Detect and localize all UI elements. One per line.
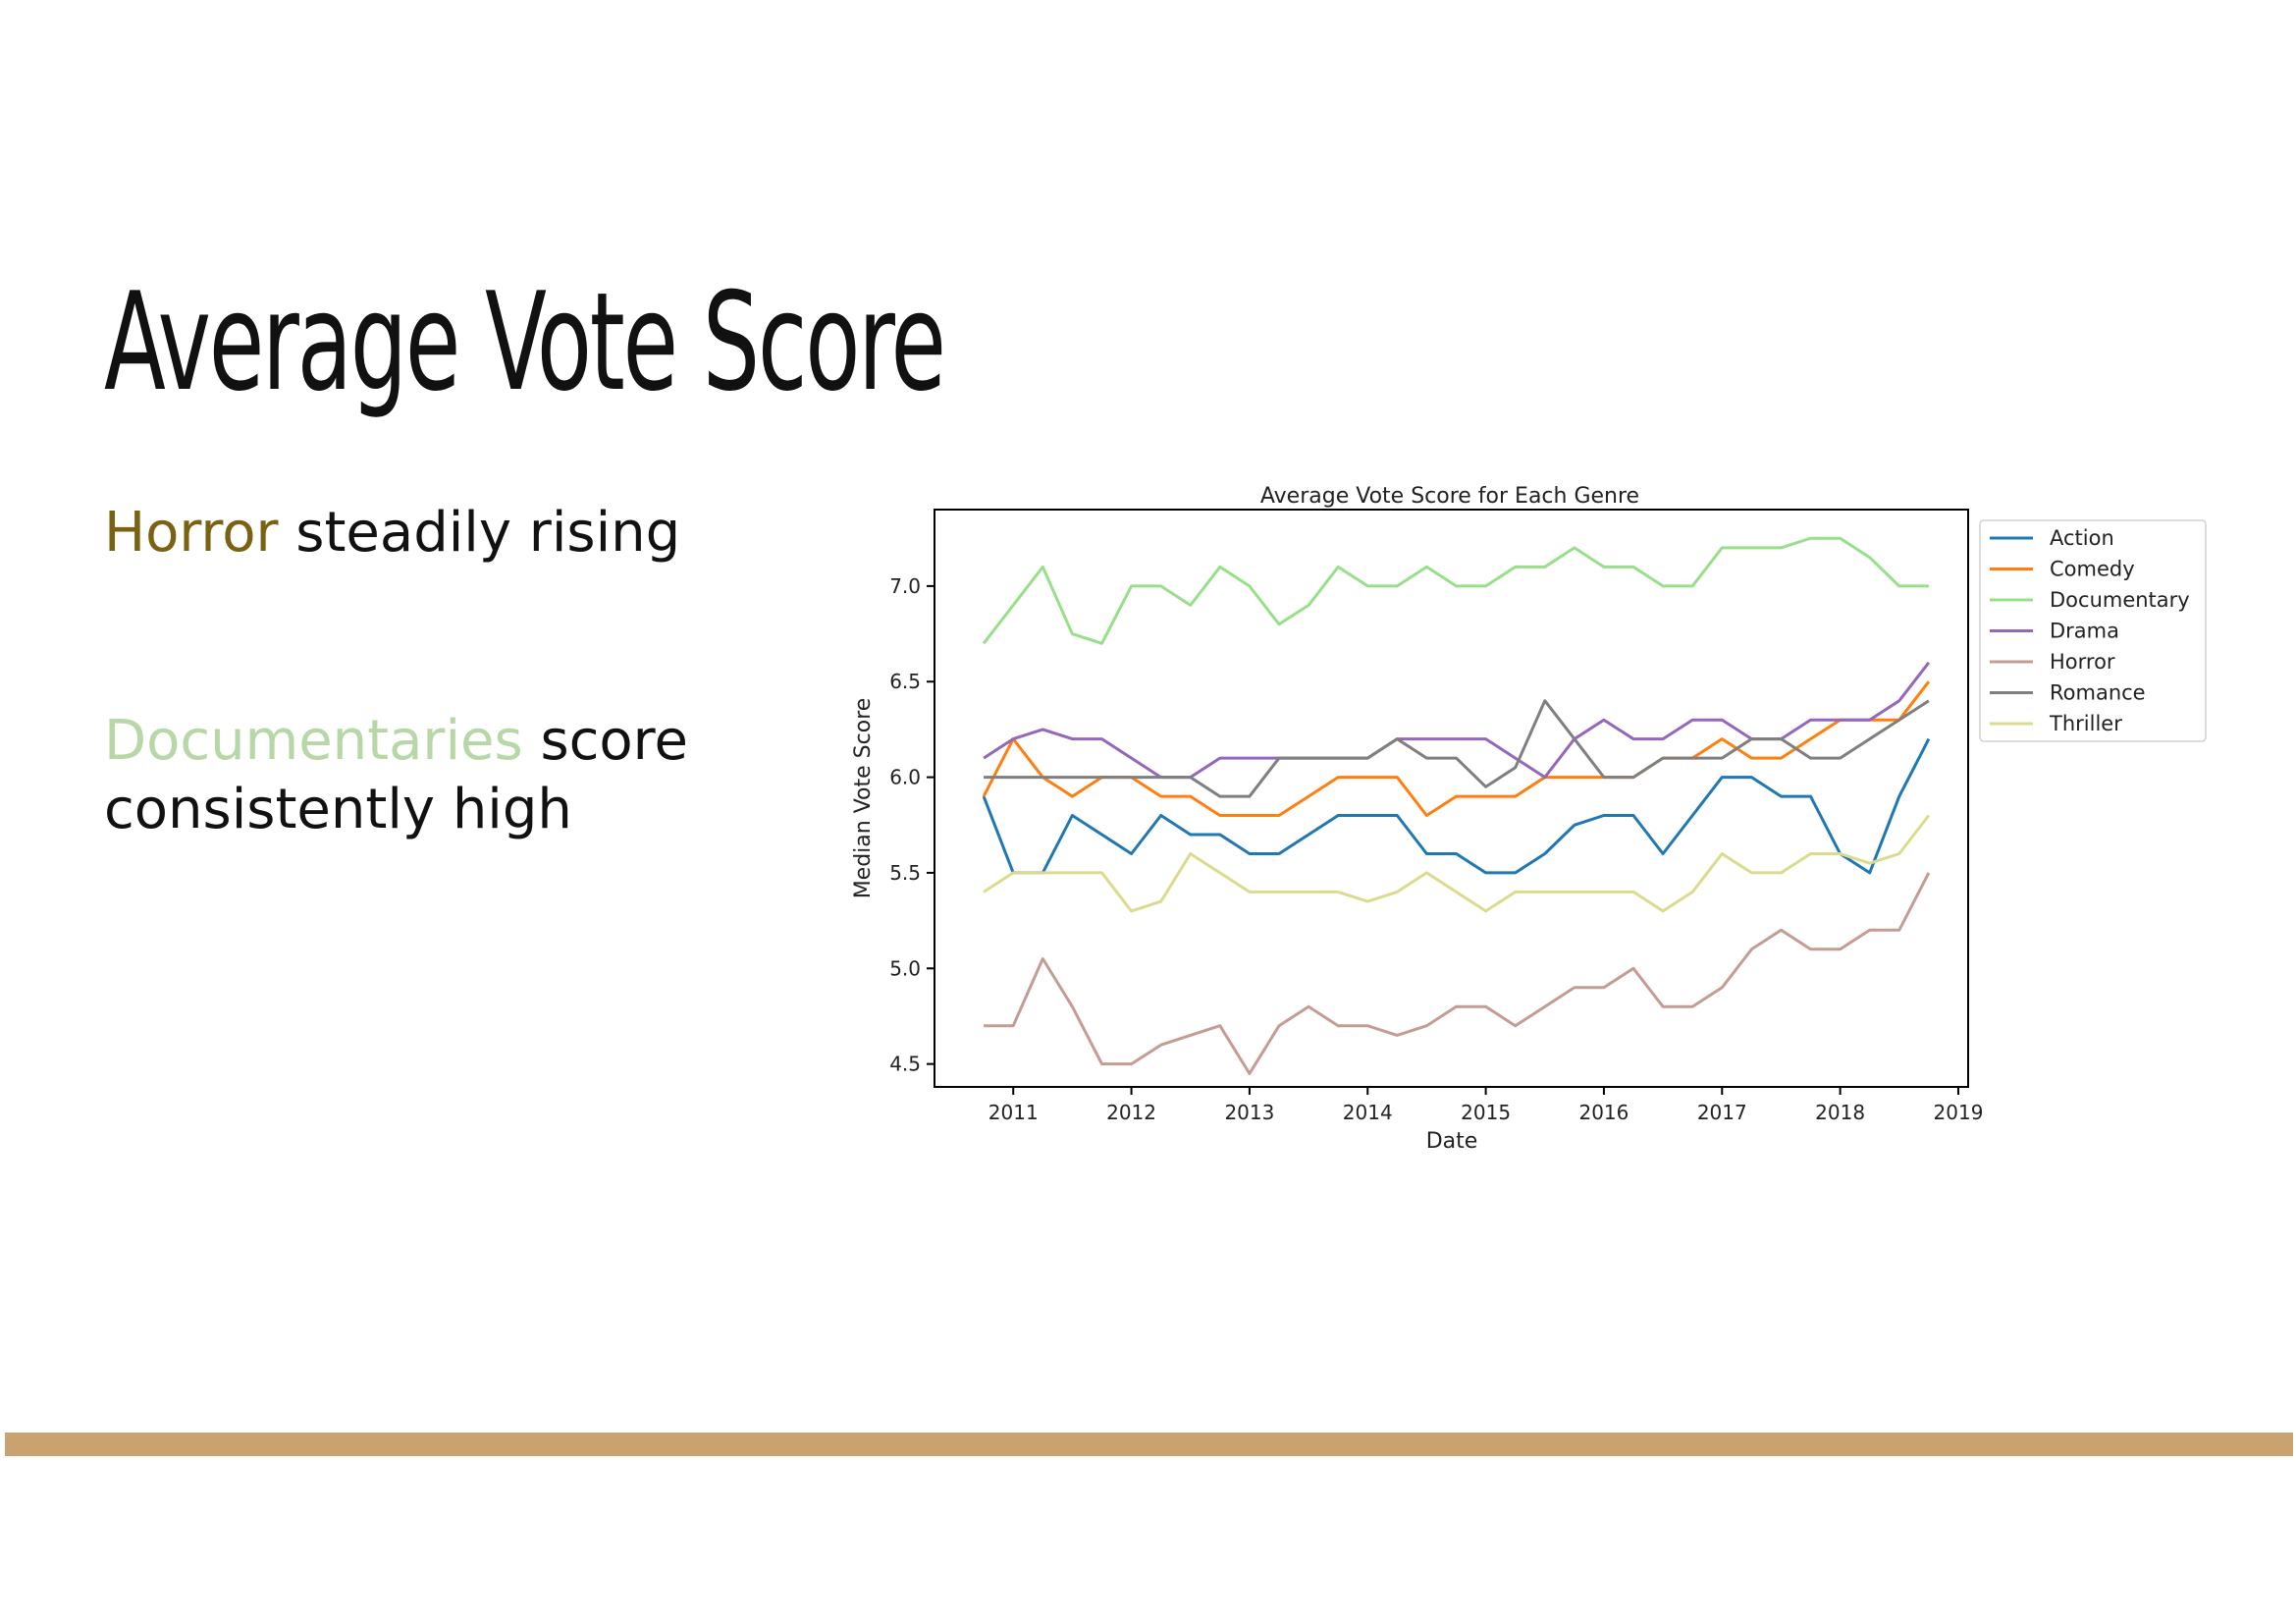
bullet-horror: Horror steadily rising bbox=[104, 499, 680, 568]
x-axis: 2011 2012 2013 2014 2015 2016 2017 2018 2019 bbox=[988, 1087, 1984, 1124]
legend-label-documentary: Documentary bbox=[2050, 588, 2190, 612]
x-tick-label: 2018 bbox=[1815, 1101, 1865, 1124]
y-tick-label: 6.0 bbox=[889, 766, 921, 789]
legend-label-action: Action bbox=[2050, 526, 2114, 550]
y-tick-label: 5.0 bbox=[889, 956, 921, 980]
y-axis: 4.5 5.0 5.5 6.0 6.5 7.0 bbox=[889, 574, 934, 1076]
y-tick-label: 7.0 bbox=[889, 574, 921, 598]
x-tick-label: 2011 bbox=[988, 1101, 1039, 1124]
footer-bar bbox=[5, 1433, 2293, 1456]
series-line-romance bbox=[984, 699, 1930, 798]
x-tick-label: 2014 bbox=[1343, 1101, 1393, 1124]
legend: Action Comedy Documentary Drama Horror Romanc… bbox=[1979, 519, 2207, 742]
bullet-documentaries-highlight: Documentaries bbox=[104, 709, 523, 773]
bullet-horror-text: steadily rising bbox=[278, 501, 681, 565]
legend-label-horror: Horror bbox=[2050, 650, 2115, 674]
series-layer bbox=[982, 536, 1931, 1075]
y-axis-label: Median Vote Score bbox=[851, 698, 876, 899]
bullet-documentaries-text: score consistently high bbox=[104, 709, 688, 841]
series-line-horror bbox=[984, 872, 1931, 1075]
x-tick-label: 2017 bbox=[1697, 1101, 1747, 1124]
y-tick-label: 5.5 bbox=[889, 861, 921, 885]
y-tick-label: 4.5 bbox=[889, 1053, 921, 1076]
x-tick-label: 2015 bbox=[1461, 1101, 1511, 1124]
y-tick-label: 6.5 bbox=[889, 670, 921, 693]
series-line-documentary bbox=[982, 536, 1929, 645]
legend-label-romance: Romance bbox=[2050, 681, 2146, 705]
legend-box bbox=[1979, 519, 2207, 742]
x-tick-label: 2019 bbox=[1934, 1101, 1984, 1124]
x-tick-label: 2013 bbox=[1224, 1101, 1274, 1124]
series-line-thriller bbox=[983, 814, 1931, 913]
legend-label-comedy: Comedy bbox=[2050, 558, 2135, 581]
x-axis-label: Date bbox=[1426, 1129, 1478, 1154]
bullet-horror-highlight: Horror bbox=[104, 501, 279, 565]
chart-title: Average Vote Score for Each Genre bbox=[1260, 484, 1639, 509]
bullet-documentaries: Documentaries score consistently high bbox=[104, 707, 732, 844]
plot-frame bbox=[934, 509, 1969, 1088]
series-line-comedy bbox=[982, 680, 1931, 817]
series-line-action bbox=[982, 737, 1931, 875]
x-tick-label: 2012 bbox=[1106, 1101, 1156, 1124]
legend-label-drama: Drama bbox=[2050, 620, 2119, 643]
slide-title: Average Vote Score bbox=[104, 263, 946, 421]
x-tick-label: 2016 bbox=[1578, 1101, 1629, 1124]
legend-label-thriller: Thriller bbox=[2049, 712, 2122, 735]
